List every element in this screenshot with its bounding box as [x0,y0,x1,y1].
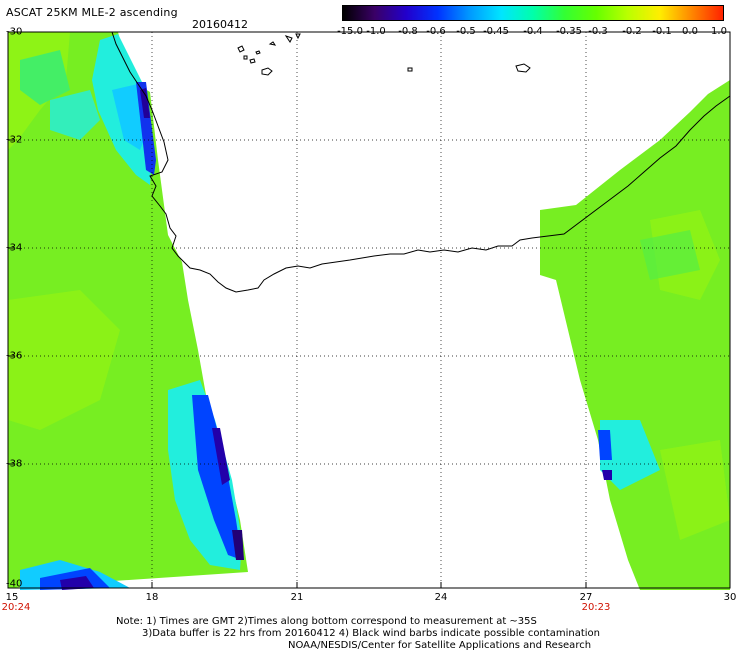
lat-lon-grid [8,32,730,588]
product-title: ASCAT 25KM MLE-2 ascending [6,6,178,19]
note-line-1: Note: 1) Times are GMT 2)Times along bot… [116,616,537,627]
tick-marks [8,31,587,589]
left-swath [8,32,248,590]
pass-time-right: 20:23 [581,602,611,613]
pass-time-left: 20:24 [1,602,31,613]
colorbar [342,5,724,21]
lat-label: -38 [6,458,23,470]
lon-label: 15 [5,592,19,603]
lon-label: 30 [723,592,737,603]
map-frame [7,31,731,589]
lon-label: 21 [290,592,304,603]
note-line-2: 3)Data buffer is 22 hrs from 20160412 4)… [142,628,600,639]
right-swath [540,80,730,590]
lat-label: -30 [6,26,23,38]
coastline [111,31,731,293]
lon-label: 27 [579,592,593,603]
lat-label: -36 [6,350,23,362]
note-line-3: NOAA/NESDIS/Center for Satellite Applica… [288,640,592,651]
lon-label: 24 [434,592,448,603]
lat-label: -34 [6,242,23,254]
lon-label: 18 [145,592,159,603]
product-date: 20160412 [192,18,248,31]
lat-label: -40 [6,578,23,590]
islands [237,33,531,76]
lat-label: -32 [6,134,23,146]
